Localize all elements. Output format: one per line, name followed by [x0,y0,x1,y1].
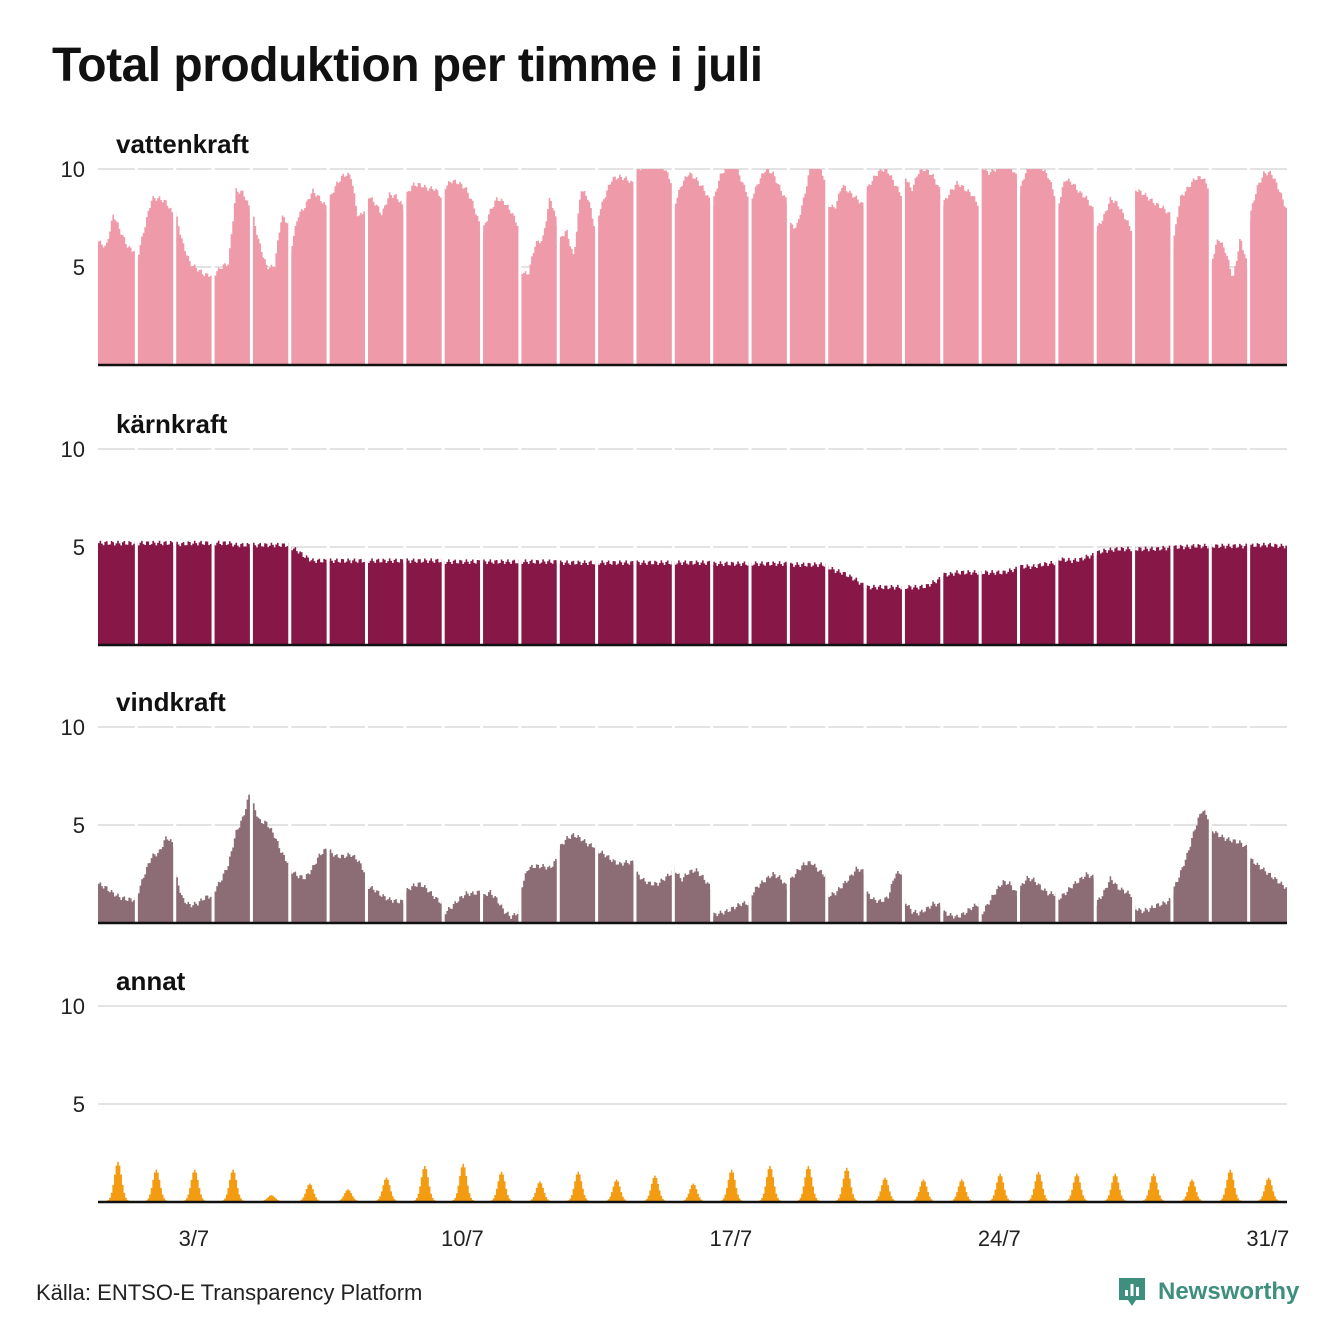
x-tick-label: 31/7 [1246,1226,1289,1251]
x-tick-label: 10/7 [441,1226,484,1251]
panel-title-kärnkraft: kärnkraft [116,409,228,439]
x-tick-label: 17/7 [709,1226,752,1251]
brand-logo[interactable]: Newsworthy [1116,1275,1299,1309]
area-vindkraft [98,791,1287,923]
panel-title-vattenkraft: vattenkraft [116,129,249,159]
panel-title-vindkraft: vindkraft [116,687,226,717]
y-tick-label: 10 [61,715,85,740]
x-tick-label: 24/7 [978,1226,1021,1251]
y-tick-label: 10 [61,437,85,462]
y-tick-label: 5 [73,813,85,838]
area-annat [98,1161,1287,1202]
area-vattenkraft [98,169,1287,365]
y-tick-label: 5 [73,255,85,280]
chart-title: Total produktion per timme i juli [52,39,763,92]
source-note: Källa: ENTSO-E Transparency Platform [36,1280,423,1305]
y-tick-label: 5 [73,535,85,560]
panel-title-annat: annat [116,966,186,996]
newsworthy-logo-icon [1119,1278,1145,1306]
y-tick-label: 5 [73,1092,85,1117]
x-tick-label: 3/7 [179,1226,210,1251]
y-tick-label: 10 [61,994,85,1019]
y-tick-label: 10 [61,157,85,182]
area-kärnkraft [98,540,1287,645]
brand-name: Newsworthy [1158,1278,1300,1305]
